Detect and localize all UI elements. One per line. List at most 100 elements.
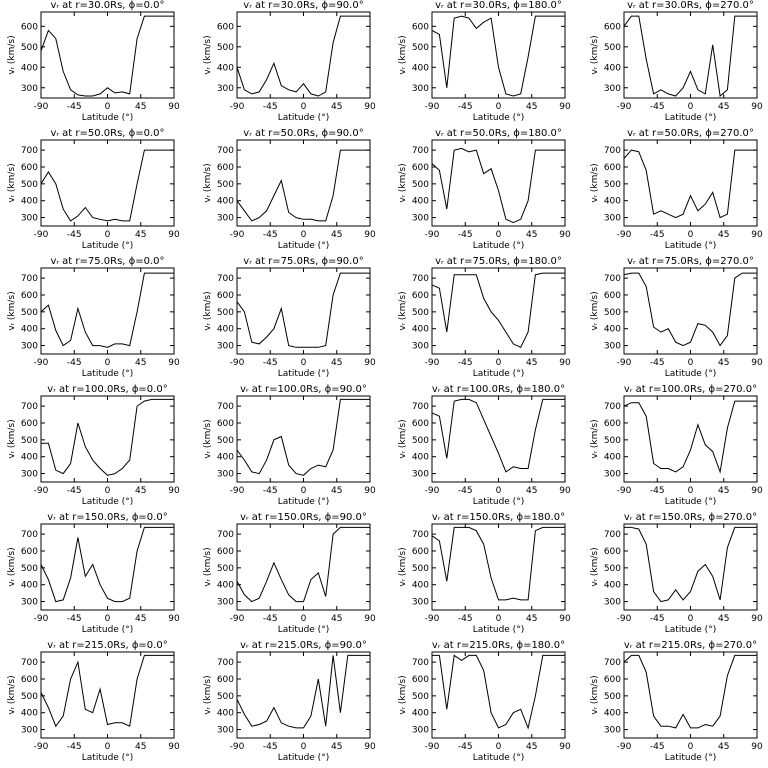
data-line bbox=[623, 400, 757, 474]
y-tick-label: 600 bbox=[217, 291, 234, 301]
plot-frame bbox=[431, 139, 566, 227]
y-axis-label: vᵣ (km/s) bbox=[203, 291, 213, 330]
plot-frame bbox=[40, 139, 175, 227]
chart-title: vᵣ at r=30.0Rs, ϕ=90.0° bbox=[243, 0, 363, 11]
y-tick-label: 400 bbox=[217, 325, 234, 335]
y-axis-label: vᵣ (km/s) bbox=[7, 675, 17, 714]
y-axis-label: vᵣ (km/s) bbox=[203, 163, 213, 202]
x-tick-label: 45 bbox=[135, 102, 146, 112]
y-tick-label: 700 bbox=[412, 146, 429, 156]
x-tick-label: -90 bbox=[425, 102, 440, 112]
y-tick-label: 400 bbox=[21, 581, 38, 591]
x-tick-label: -90 bbox=[617, 230, 632, 240]
y-tick-label: 600 bbox=[604, 291, 621, 301]
plot-frame bbox=[623, 523, 758, 611]
y-tick-label: 300 bbox=[21, 470, 38, 480]
x-tick-label: 0 bbox=[496, 486, 502, 496]
y-tick-label: 500 bbox=[217, 436, 234, 446]
x-axis-label: Latitude (°) bbox=[665, 369, 716, 379]
x-tick-label: 0 bbox=[301, 486, 307, 496]
y-tick-label: 400 bbox=[217, 453, 234, 463]
y-tick-label: 500 bbox=[604, 308, 621, 318]
y-axis-label: vᵣ (km/s) bbox=[7, 35, 17, 74]
x-tick-label: -45 bbox=[650, 614, 665, 624]
y-tick-label: 700 bbox=[21, 146, 38, 156]
data-line bbox=[623, 15, 757, 97]
y-tick-label: 600 bbox=[217, 547, 234, 557]
y-tick-label: 600 bbox=[412, 22, 429, 32]
x-tick-label: 90 bbox=[559, 742, 571, 752]
y-tick-label: 300 bbox=[21, 726, 38, 736]
x-tick-label: -45 bbox=[263, 358, 278, 368]
y-tick-label: 300 bbox=[412, 342, 429, 352]
x-tick-label: 45 bbox=[718, 230, 729, 240]
y-tick-label: 400 bbox=[217, 709, 234, 719]
data-line bbox=[41, 398, 174, 476]
y-tick-label: 600 bbox=[412, 163, 429, 173]
x-tick-label: 0 bbox=[688, 614, 694, 624]
y-tick-label: 600 bbox=[217, 675, 234, 685]
data-line bbox=[236, 272, 370, 348]
y-tick-label: 600 bbox=[21, 291, 38, 301]
y-axis-label: vᵣ (km/s) bbox=[590, 291, 600, 330]
y-axis-label: vᵣ (km/s) bbox=[590, 419, 600, 458]
x-tick-label: -90 bbox=[425, 486, 440, 496]
x-tick-label: 45 bbox=[526, 742, 537, 752]
x-tick-label: 90 bbox=[364, 102, 376, 112]
plot-frame bbox=[623, 651, 758, 739]
data-line bbox=[623, 654, 757, 729]
x-axis-label: Latitude (°) bbox=[473, 369, 524, 379]
y-tick-label: 700 bbox=[412, 530, 429, 540]
y-tick-label: 300 bbox=[21, 598, 38, 608]
y-tick-label: 400 bbox=[604, 709, 621, 719]
x-tick-label: -90 bbox=[230, 102, 245, 112]
data-line bbox=[623, 149, 757, 219]
y-tick-label: 700 bbox=[412, 658, 429, 668]
x-tick-label: 45 bbox=[331, 230, 342, 240]
y-tick-label: 700 bbox=[604, 658, 621, 668]
y-tick-label: 700 bbox=[412, 402, 429, 412]
x-axis-label: Latitude (°) bbox=[473, 113, 524, 123]
y-axis-label: vᵣ (km/s) bbox=[398, 675, 408, 714]
y-tick-label: 600 bbox=[217, 22, 234, 32]
chart-title: vᵣ at r=50.0Rs, ϕ=180.0° bbox=[435, 128, 562, 139]
x-tick-label: 45 bbox=[331, 742, 342, 752]
x-tick-label: 45 bbox=[718, 742, 729, 752]
x-tick-label: -90 bbox=[34, 102, 49, 112]
y-tick-label: 400 bbox=[21, 709, 38, 719]
y-tick-label: 400 bbox=[21, 197, 38, 207]
plot-frame bbox=[431, 267, 566, 355]
y-tick-label: 600 bbox=[217, 419, 234, 429]
y-axis-label: vᵣ (km/s) bbox=[203, 675, 213, 714]
chart-title: vᵣ at r=30.0Rs, ϕ=180.0° bbox=[435, 0, 562, 11]
y-tick-label: 500 bbox=[21, 43, 38, 53]
plot-frame bbox=[623, 11, 758, 99]
x-tick-label: -90 bbox=[34, 230, 49, 240]
x-axis-label: Latitude (°) bbox=[473, 241, 524, 251]
x-tick-label: 0 bbox=[496, 614, 502, 624]
x-tick-label: -90 bbox=[34, 614, 49, 624]
y-tick-label: 600 bbox=[412, 675, 429, 685]
y-tick-label: 600 bbox=[21, 22, 38, 32]
x-tick-label: 90 bbox=[168, 102, 180, 112]
y-axis-label: vᵣ (km/s) bbox=[398, 547, 408, 586]
x-tick-label: 90 bbox=[364, 230, 376, 240]
y-axis-label: vᵣ (km/s) bbox=[590, 35, 600, 74]
y-axis-label: vᵣ (km/s) bbox=[398, 291, 408, 330]
x-tick-label: 90 bbox=[751, 358, 763, 368]
x-tick-label: 90 bbox=[168, 230, 180, 240]
y-tick-label: 600 bbox=[21, 547, 38, 557]
y-axis-label: vᵣ (km/s) bbox=[398, 163, 408, 202]
x-tick-label: 90 bbox=[559, 102, 571, 112]
y-tick-label: 500 bbox=[412, 43, 429, 53]
y-tick-label: 700 bbox=[604, 146, 621, 156]
y-tick-label: 500 bbox=[604, 692, 621, 702]
y-tick-label: 600 bbox=[604, 675, 621, 685]
y-tick-label: 400 bbox=[604, 197, 621, 207]
y-tick-label: 300 bbox=[604, 214, 621, 224]
y-tick-label: 500 bbox=[412, 308, 429, 318]
x-tick-label: -45 bbox=[67, 614, 82, 624]
y-tick-label: 400 bbox=[604, 453, 621, 463]
y-tick-label: 300 bbox=[21, 342, 38, 352]
